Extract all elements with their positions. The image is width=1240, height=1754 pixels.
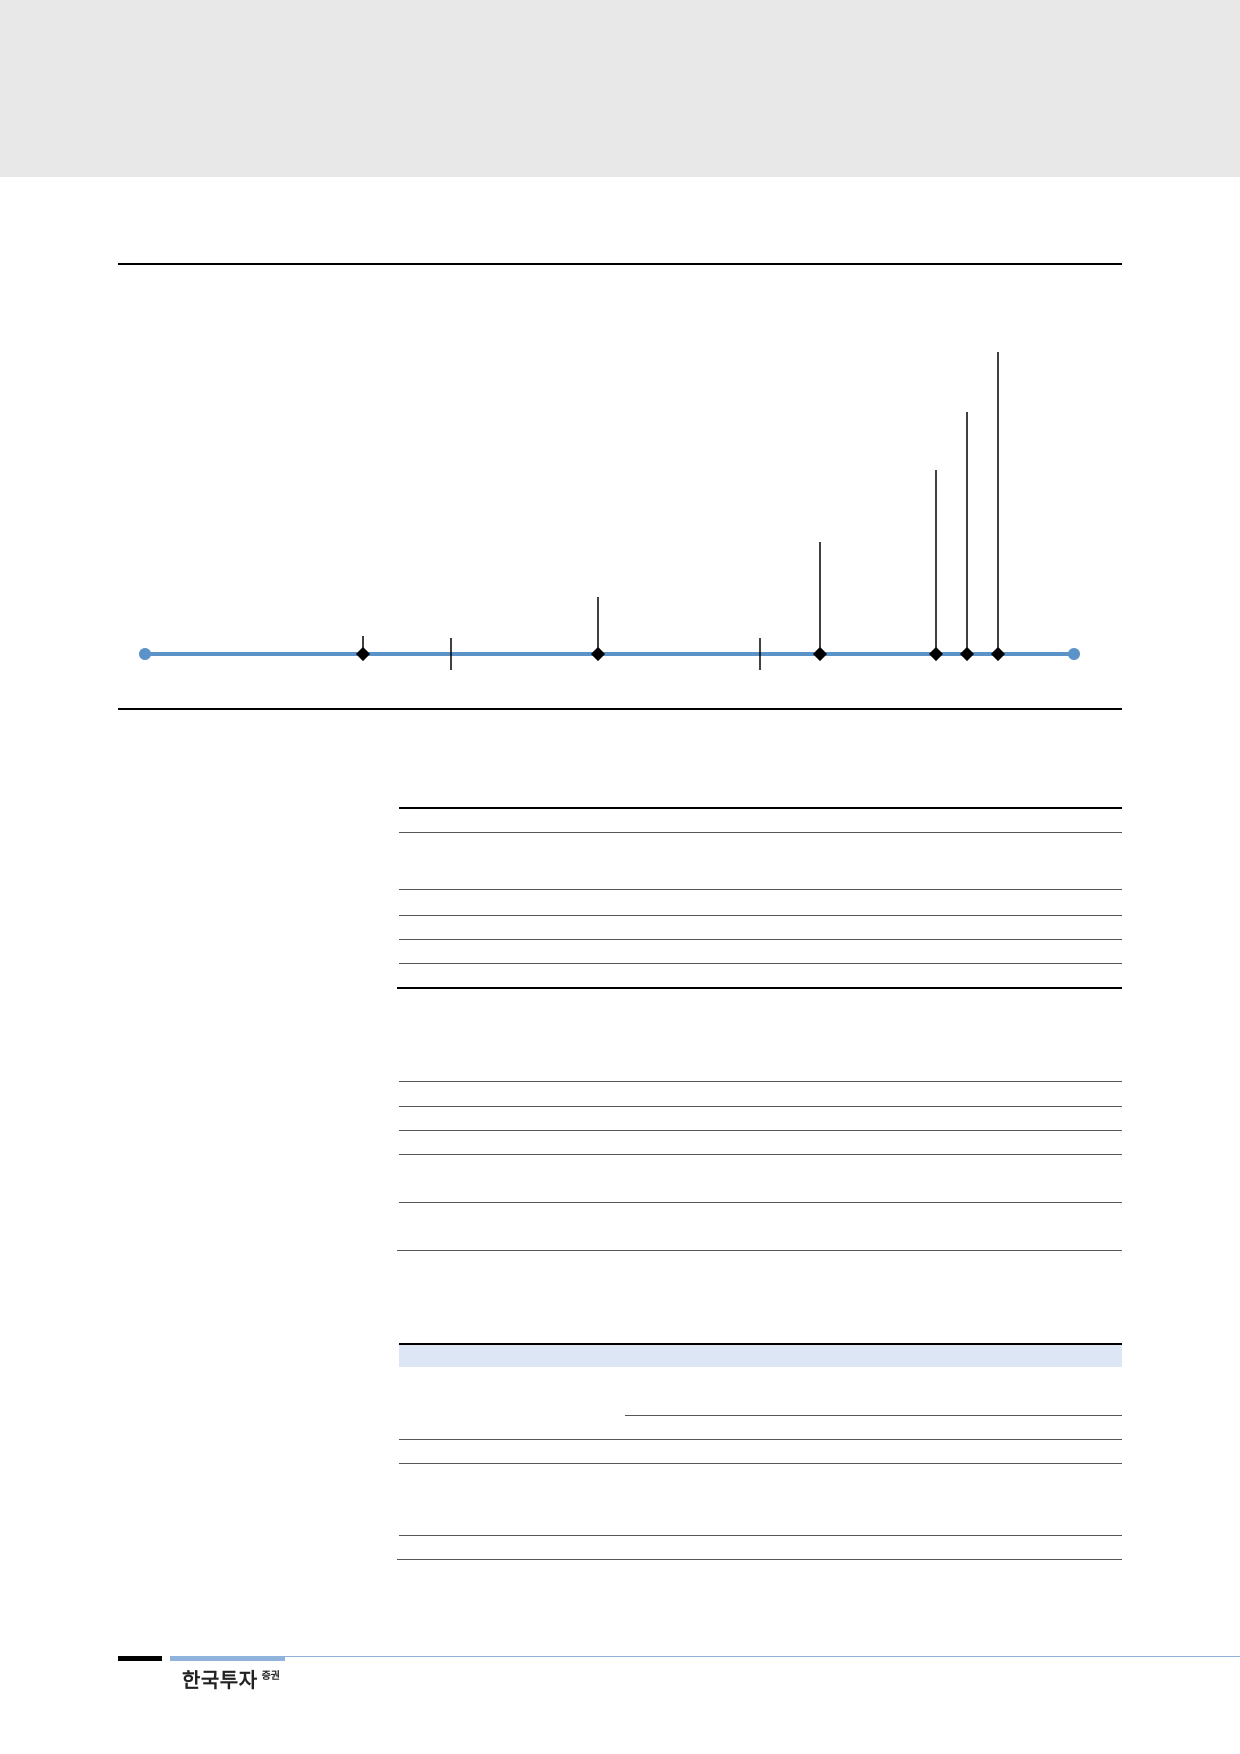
table-row-rule: [399, 915, 1122, 916]
timeline-marker-diamond: [928, 646, 944, 662]
timeline-end-dot: [1068, 648, 1080, 660]
footer-blue-bar: [170, 1656, 285, 1661]
table-row-rule: [399, 939, 1122, 940]
timeline-bottom-rule: [118, 708, 1122, 710]
table-3-top-rule: [399, 1343, 1122, 1345]
table-3-bottom-rule: [397, 1559, 1122, 1560]
timeline-marker-diamond: [590, 646, 606, 662]
table-row-rule: [399, 1106, 1122, 1107]
footer-black-bar: [118, 1656, 162, 1661]
table-row-rule: [399, 1439, 1122, 1440]
table-subheader-rule: [625, 1415, 1122, 1416]
table-3-header-row: [399, 1345, 1122, 1367]
brand-logo: 한국투자 증권: [182, 1664, 280, 1693]
table-row-rule: [399, 1535, 1122, 1536]
timeline-marker-diamond: [812, 646, 828, 662]
table-row-rule: [399, 1463, 1122, 1464]
brand-suffix: 증권: [261, 1671, 281, 1682]
table-row-rule: [399, 1081, 1122, 1082]
timeline-marker-diamond: [959, 646, 975, 662]
timeline-top-rule: [118, 263, 1122, 265]
table-1-top-rule: [399, 807, 1122, 809]
table-row-rule: [399, 963, 1122, 964]
brand-name: 한국투자: [182, 1668, 258, 1692]
table-row-rule: [399, 1130, 1122, 1131]
table-row-rule: [399, 1202, 1122, 1203]
timeline-start-dot: [139, 648, 151, 660]
table-2-bottom-rule: [397, 1250, 1122, 1251]
table-row-rule: [399, 1154, 1122, 1155]
timeline-marker-diamond: [355, 646, 371, 662]
header-band: [0, 0, 1240, 177]
table-1-bottom-rule: [397, 987, 1122, 989]
timeline-marker-diamond: [990, 646, 1006, 662]
footer-blue-line: [285, 1656, 1240, 1657]
table-row-rule: [399, 832, 1122, 833]
table-row-rule: [399, 889, 1122, 890]
